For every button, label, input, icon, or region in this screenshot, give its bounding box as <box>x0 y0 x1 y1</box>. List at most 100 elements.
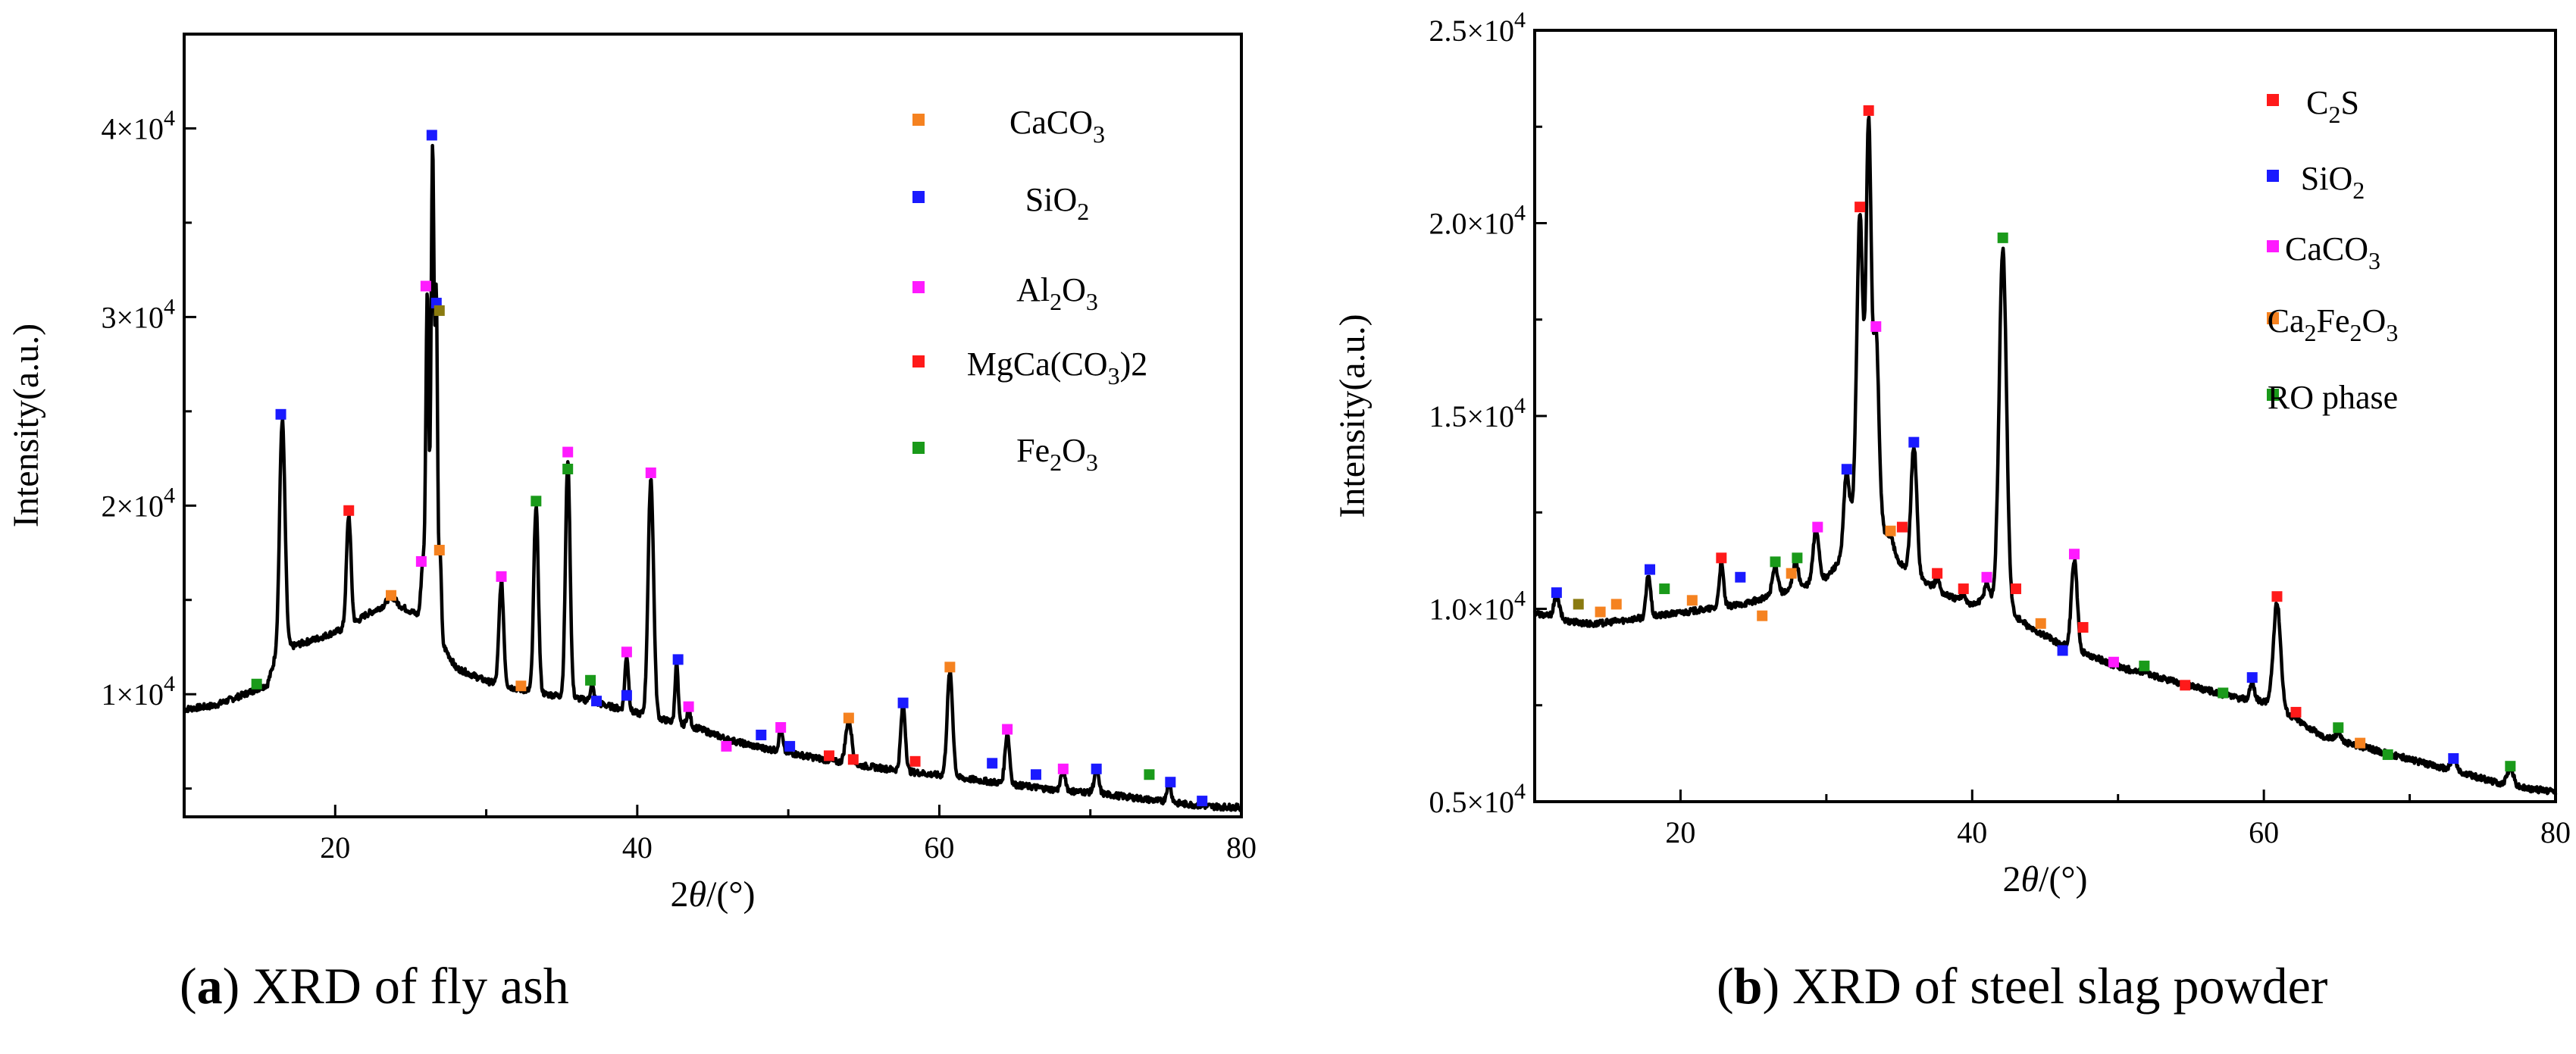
x-tick-label: 80 <box>1226 830 1257 865</box>
phase-marker <box>2108 656 2119 668</box>
legend-entry: MgCa(CO3)2 <box>967 346 1147 389</box>
legend-entry: Ca2Fe2O3 <box>2268 302 2399 346</box>
phase-marker <box>1896 521 1908 533</box>
phase-marker <box>1792 552 1803 564</box>
legend-swatch <box>912 191 925 203</box>
phase-marker <box>1997 232 2008 243</box>
phase-marker <box>420 280 431 292</box>
phase-marker <box>2382 749 2393 760</box>
phase-marker <box>683 701 694 712</box>
x-tick-label: 40 <box>622 830 653 865</box>
legend-swatch <box>2267 312 2279 324</box>
legend-entry: CaCO3 <box>2285 230 2380 274</box>
phase-marker <box>1958 583 1969 595</box>
phase-marker <box>2505 761 2516 772</box>
phase-marker <box>1595 606 1606 618</box>
legend-entry: Fe2O3 <box>1016 432 1098 476</box>
phase-marker <box>562 463 574 474</box>
legend-swatch <box>912 281 925 293</box>
phase-marker <box>1885 525 1896 536</box>
x-axis-label: 2θ/(°) <box>2002 859 2087 899</box>
x-axis-label: 2θ/(°) <box>670 874 755 915</box>
phase-marker <box>1981 571 1992 583</box>
phase-marker <box>1057 763 1069 774</box>
phase-marker <box>585 674 596 686</box>
legend-swatch <box>2267 94 2279 106</box>
phase-marker <box>621 646 632 658</box>
legend-swatch <box>912 442 925 454</box>
phase-marker <box>1786 568 1797 579</box>
legend-entry: C2S <box>2306 84 2359 128</box>
xrd-trace-b <box>1532 115 2558 796</box>
y-tick-label: 2.5×104 <box>1429 8 1526 48</box>
phase-marker <box>275 408 286 420</box>
phase-marker <box>386 590 397 601</box>
phase-marker <box>909 755 921 767</box>
plot-frame <box>1533 29 2557 803</box>
y-tick-label: 2.0×104 <box>1429 201 1526 241</box>
legend-entry: CaCO3 <box>1009 104 1105 148</box>
phase-marker <box>1855 202 1866 213</box>
phase-marker <box>1770 556 1781 568</box>
phase-marker <box>1841 464 1852 475</box>
chart-panel-a: 20 40 60 80 1×104 2×104 3×104 4×104 2θ/(°) Intens… <box>6 33 1257 1015</box>
phase-marker <box>2139 660 2150 671</box>
phase-marker <box>1870 321 1882 332</box>
legend-entry: Al2O3 <box>1016 271 1098 315</box>
y-tick-label: 1×104 <box>101 671 175 712</box>
phase-marker <box>645 467 656 478</box>
legend-swatch <box>2267 389 2279 401</box>
phase-marker <box>2271 591 2283 602</box>
phase-marker <box>1932 568 1943 579</box>
y-tick-label: 1.5×104 <box>1429 393 1526 433</box>
phase-marker <box>531 496 542 507</box>
x-tick-label: 60 <box>2249 815 2279 849</box>
x-tick-label: 20 <box>1665 815 1695 849</box>
x-tick-label: 40 <box>1957 815 1987 849</box>
phase-marker <box>1573 599 1584 610</box>
phase-marker <box>415 555 427 567</box>
phase-marker <box>2057 645 2068 656</box>
phase-marker <box>251 678 262 690</box>
phase-marker <box>1863 105 1874 116</box>
phase-marker <box>515 680 527 692</box>
phase-marker <box>434 305 445 316</box>
phase-marker <box>1197 796 1208 807</box>
phase-marker <box>784 740 796 752</box>
y-tick-label: 3×104 <box>101 294 175 334</box>
phase-marker <box>2448 753 2459 765</box>
phase-marker <box>823 750 834 762</box>
plot-frame <box>183 33 1243 818</box>
phase-marker <box>1091 763 1102 774</box>
y-tick-label: 4×104 <box>101 105 175 145</box>
phase-marker <box>1030 769 1041 780</box>
legend-swatch <box>2267 170 2279 182</box>
phase-marker <box>987 758 998 769</box>
legend-swatch <box>912 114 925 126</box>
phase-marker <box>2333 722 2344 733</box>
y-tick-label: 0.5×104 <box>1429 779 1526 819</box>
y-axis-label: Intensity(a.u.) <box>1332 314 1373 518</box>
phase-marker <box>1757 610 1768 621</box>
phase-marker <box>2077 621 2089 633</box>
chart-panel-b: 20 40 60 80 0.5×104 1.0×104 1.5×104 2.0×104 2.5×… <box>1332 8 2571 1015</box>
phase-marker <box>343 505 355 516</box>
figure-caption: (b) XRD of steel slag powder <box>1717 957 2328 1015</box>
phase-marker <box>562 446 574 458</box>
y-axis-label: Intensity(a.u.) <box>6 324 46 527</box>
phase-marker <box>1645 564 1656 575</box>
phase-marker <box>2180 680 2191 691</box>
phase-marker <box>1908 436 1920 448</box>
phase-marker <box>2246 672 2258 683</box>
phase-marker <box>1735 571 1746 583</box>
phase-marker <box>1686 595 1698 606</box>
phase-marker <box>496 571 507 582</box>
phase-marker <box>434 545 445 556</box>
x-tick-label: 20 <box>320 830 350 865</box>
phase-marker <box>944 661 956 673</box>
xrd-trace-a <box>183 143 1243 812</box>
legend-entry: SiO2 <box>1025 181 1089 225</box>
legend-entry: RO phase <box>2268 379 2398 416</box>
legend-swatch <box>912 355 925 367</box>
legend-swatch <box>2267 240 2279 252</box>
